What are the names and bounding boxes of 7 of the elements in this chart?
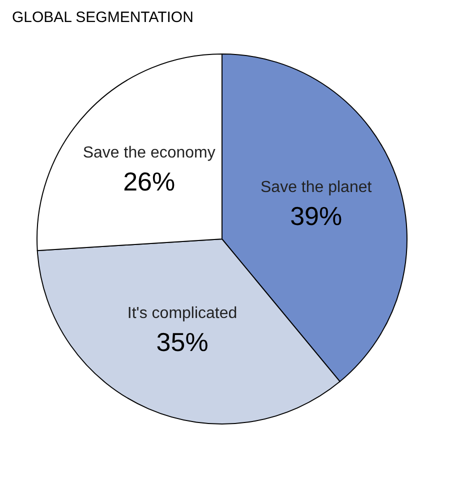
slice-label: Save the planet [260, 179, 372, 196]
chart-title: GLOBAL SEGMENTATION [12, 9, 194, 26]
slice-label: Save the economy [82, 144, 216, 162]
data-label: 35% [156, 326, 208, 357]
data-label: 39% [290, 201, 342, 232]
slice-label: It's complicated [127, 304, 238, 322]
data-label: 26% [123, 166, 176, 197]
